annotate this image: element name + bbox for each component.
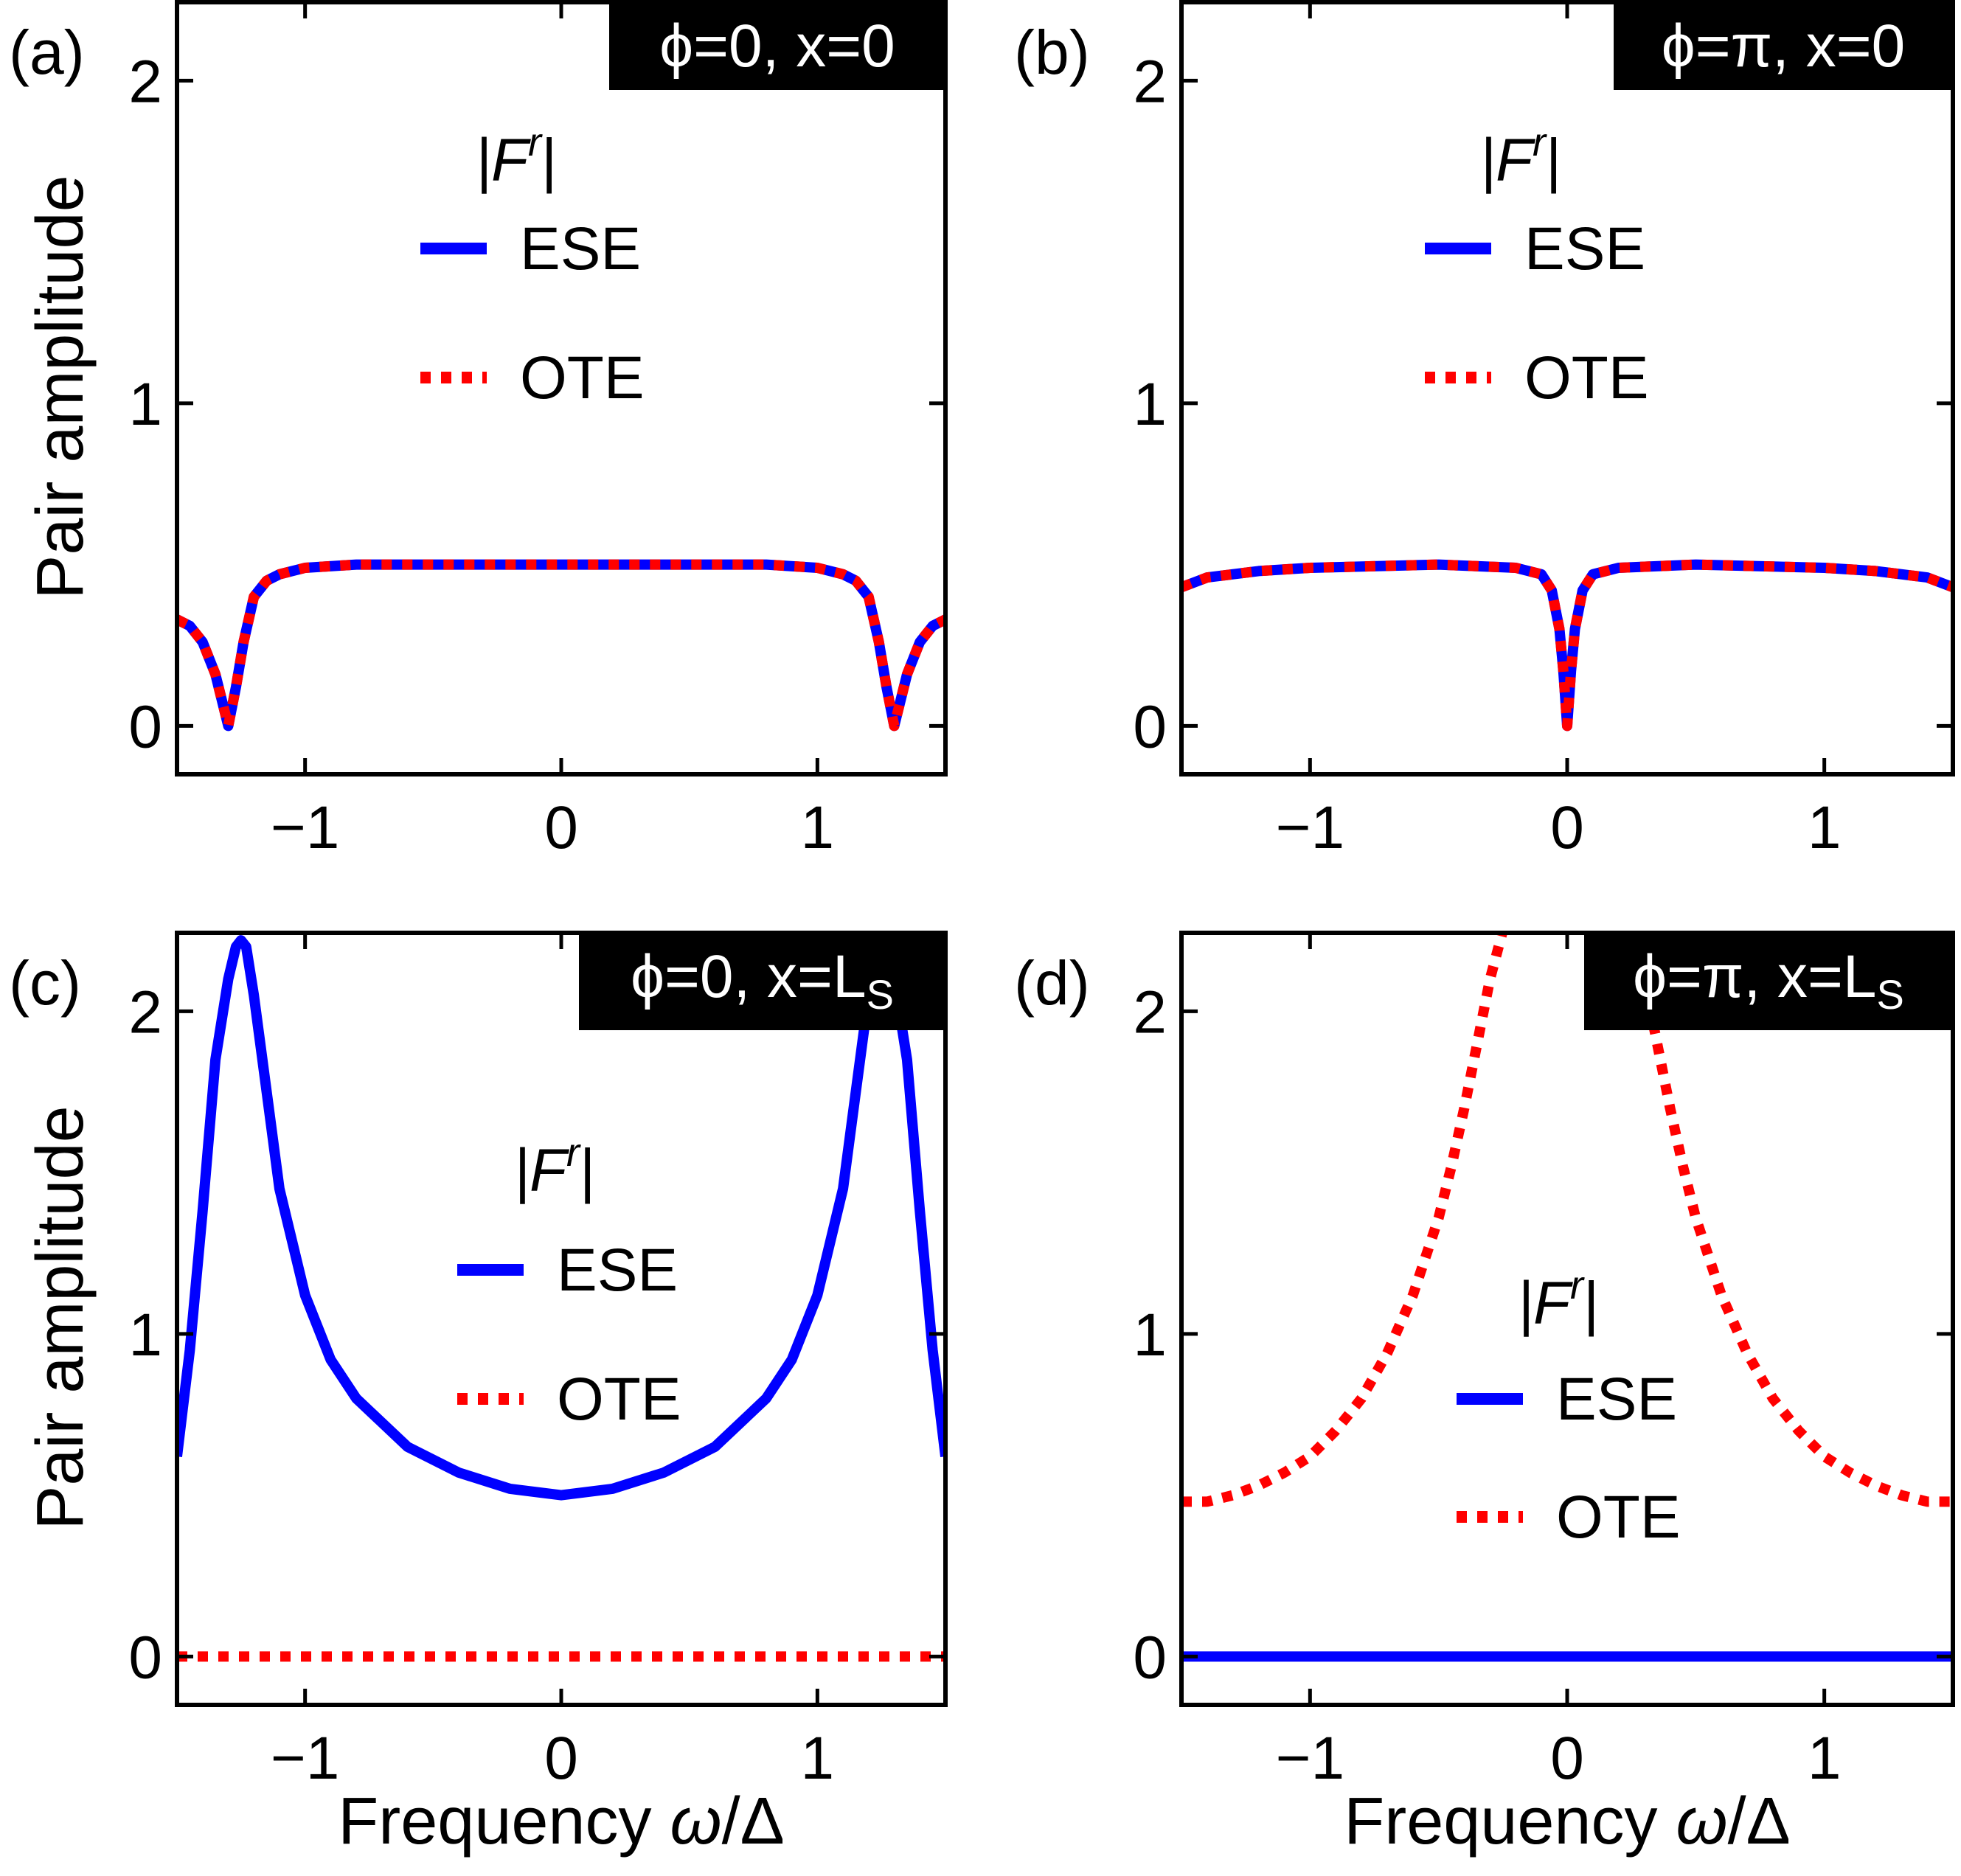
panel-b: −1 0 1 0 1 2 (b) ϕ=π, x=0 |Fr| ESE OTE [1014,0,1955,861]
panel-label: (a) [9,18,85,87]
legend-title: |Fr| [514,1130,596,1205]
badge-text: ϕ=π, x=0 [1662,13,1905,80]
legend-label-ote: OTE [520,344,645,411]
curves [1181,559,1953,732]
condition-badge: ϕ=0, x=LS [579,931,945,1030]
x-tick-label: 0 [544,1725,578,1792]
y-tick-label: 1 [128,371,162,438]
badge-text: ϕ=π, x=LS [1633,943,1904,1018]
y-tick-label: 2 [128,979,162,1046]
y-axis-title: Pair amplitude [24,175,97,599]
series-ote-line [177,559,945,732]
x-tick-label: 0 [1550,794,1584,861]
x-tick-label: 0 [544,794,578,861]
legend-title: |Fr| [476,120,558,195]
condition-badge: ϕ=0, x=0 [609,0,945,90]
y-tick-label: 2 [128,48,162,115]
series-ote-line [1181,931,1508,1507]
y-tick-label: 0 [1133,693,1167,760]
curves [1181,931,1953,1662]
panel-a: −1 0 1 0 1 2 (a) ϕ=0, x=0 |Fr| ESE OTE Pair amplitu… [9,0,948,861]
badge-background [579,931,945,1030]
y-tick-label: 1 [128,1302,162,1369]
y-tick-label: 2 [1133,979,1167,1046]
y-axis-title: Pair amplitude [24,1105,97,1529]
legend-label-ese: ESE [557,1237,678,1304]
x-axis-title: Frequency ω/Δ [1344,1785,1790,1858]
y-tick-label: 1 [1133,371,1167,438]
x-tick-label: −1 [1276,1725,1345,1792]
x-tick-label: −1 [271,794,340,861]
series-ote-line [1181,559,1953,732]
x-tick-label: 1 [801,794,835,861]
legend: |Fr| ESE OTE [420,120,645,411]
legend-label-ese: ESE [1556,1366,1677,1433]
badge-text: ϕ=0, x=0 [659,13,895,80]
legend-label-ese: ESE [520,215,641,282]
condition-badge: ϕ=π, x=LS [1584,931,1953,1030]
x-tick-label: 1 [1808,794,1842,861]
legend-title: |Fr| [1480,120,1562,195]
curves [177,559,945,732]
legend: |Fr| ESE OTE [1425,120,1649,411]
x-axis-title: Frequency ω/Δ [338,1785,784,1858]
badge-background [609,0,945,90]
legend-label-ese: ESE [1524,215,1645,282]
series-ote-line [1626,931,1953,1507]
badge-background [1584,931,1953,1030]
x-tick-label: −1 [1276,794,1345,861]
x-tick-label: −1 [271,1725,340,1792]
panel-d: −1 0 1 0 1 2 (d) ϕ=π, x=LS |Fr| ESE OTE Frequency ω… [1014,931,1955,1858]
condition-badge: ϕ=π, x=0 [1614,0,1953,90]
badge-text: ϕ=0, x=LS [631,943,894,1018]
x-tick-label: 1 [801,1725,835,1792]
y-tick-label: 0 [128,693,162,760]
panel-label: (b) [1014,18,1090,87]
x-tick-label: 0 [1550,1725,1584,1792]
y-tick-label: 1 [1133,1302,1167,1369]
legend-label-ote: OTE [1524,344,1649,411]
legend: |Fr| ESE OTE [457,1130,681,1433]
panel-c: −1 0 1 0 1 2 (c) ϕ=0, x=LS |Fr| ESE OTE Pair amplit… [9,931,948,1858]
badge-background [1614,0,1953,90]
y-tick-label: 0 [128,1624,162,1691]
y-tick-label: 0 [1133,1624,1167,1691]
x-tick-label: 1 [1808,1725,1842,1792]
legend-title: |Fr| [1518,1263,1600,1338]
legend: |Fr| ESE OTE [1457,1263,1681,1551]
panel-label: (c) [9,948,81,1018]
series-ese-line [177,559,945,732]
plot-frame [175,931,948,1707]
panel-label: (d) [1014,948,1090,1018]
legend-label-ote: OTE [1556,1484,1681,1551]
y-tick-label: 2 [1133,48,1167,115]
legend-label-ote: OTE [557,1366,681,1433]
